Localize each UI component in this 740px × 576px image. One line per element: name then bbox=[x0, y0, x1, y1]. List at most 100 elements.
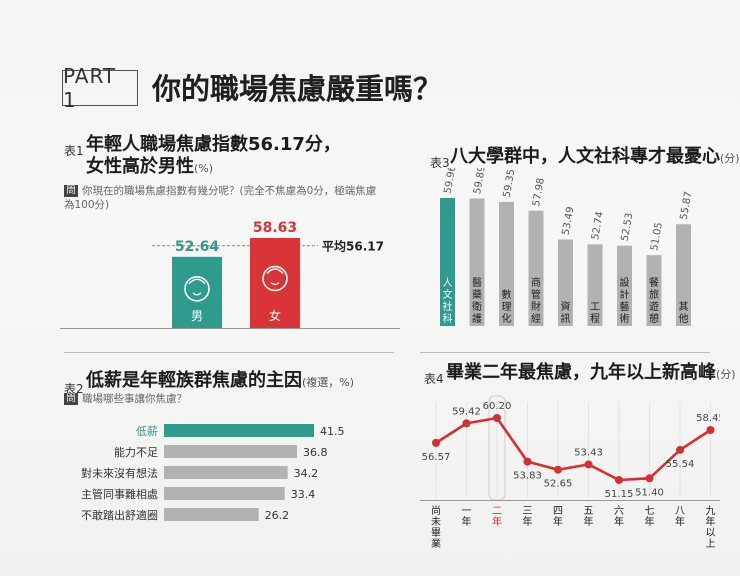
hair-icon bbox=[188, 278, 206, 285]
chart4-svg: 56.57 尚未畢業 59.42 一年 60.20 二年 53.83 三年 52.65 四年 53.… bbox=[420, 395, 720, 550]
divider bbox=[420, 352, 710, 353]
chart4-category-label: 六年 bbox=[614, 505, 624, 528]
chart3-bar bbox=[646, 255, 662, 326]
chart3-heading: 表3 bbox=[430, 152, 450, 171]
chart3-category-label: 設計藝術 bbox=[620, 276, 630, 325]
chart2-bar bbox=[164, 424, 314, 437]
chart1-question: 問你現在的職場焦慮指數有幾分呢？(完全不焦慮為0分，極端焦慮為100分) bbox=[64, 184, 384, 212]
chart1-value-label: 58.63 bbox=[253, 220, 297, 236]
chart2-bar bbox=[164, 445, 298, 458]
chart3-category-label: 商管財經 bbox=[531, 276, 541, 325]
chart1-question-text: 你現在的職場焦慮指數有幾分呢？(完全不焦慮為0分，極端焦慮為100分) bbox=[64, 185, 377, 211]
chart2-value-label: 41.5 bbox=[320, 425, 345, 438]
chart3-category-label: 餐旅遊憩 bbox=[649, 276, 659, 325]
chart4-line bbox=[435, 416, 712, 482]
chart2-category-label: 低薪 bbox=[136, 425, 158, 438]
chart4-value-label: 58.45 bbox=[696, 413, 720, 424]
chart3-svg: 59.96 人文社科 59.89 醫藥衛護 59.35 數理化 57.98 商管財經 53.49… bbox=[440, 168, 695, 326]
chart4-category-label: 尚未畢業 bbox=[431, 504, 441, 550]
chart2-unit: (複選，%) bbox=[302, 376, 355, 389]
chart4-tag: 表4 bbox=[424, 372, 444, 386]
female-face-icon bbox=[262, 265, 288, 292]
chart1-unit: (%) bbox=[194, 162, 214, 175]
chart1-svg: 平均56.17 52.64 男 58.63 女 bbox=[60, 220, 400, 329]
chart3-category-label: 工程 bbox=[590, 302, 600, 325]
chart3-value-label: 51.05 bbox=[649, 222, 665, 252]
chart4-value-label: 53.83 bbox=[513, 471, 542, 482]
chart3-title: 八大學群中，人文社科專才最憂心(分) bbox=[450, 146, 740, 169]
chart2-category-label: 不敢踏出舒適圈 bbox=[81, 508, 158, 522]
chart3-category-label: 醫藥衛護 bbox=[472, 277, 482, 325]
part-label-box: PART 1 bbox=[62, 64, 138, 112]
chart4-point bbox=[462, 419, 471, 428]
chart3-value-label: 52.74 bbox=[590, 211, 606, 241]
chart4-value-label: 59.42 bbox=[452, 406, 481, 417]
chart2-category-label: 主管同事難相處 bbox=[81, 487, 158, 501]
chart2-heading: 表2 bbox=[64, 378, 84, 397]
chart4-value-label: 51.40 bbox=[635, 487, 664, 498]
chart2-tag: 表2 bbox=[64, 382, 84, 396]
chart3-bar bbox=[528, 210, 544, 326]
chart4-point bbox=[554, 465, 562, 474]
chart4-point bbox=[706, 425, 715, 434]
chart1-bar-female bbox=[250, 238, 300, 328]
chart3-category-label: 資訊 bbox=[561, 301, 571, 325]
chart1-bar-male bbox=[172, 256, 222, 328]
chart4-value-label: 51.15 bbox=[605, 489, 634, 500]
chart4-category-label: 三年 bbox=[523, 506, 533, 528]
chart2-value-label: 26.2 bbox=[265, 509, 290, 522]
chart1-title-text: 女性高於男性 bbox=[86, 156, 194, 177]
question-mark-icon: 問 bbox=[64, 185, 78, 197]
chart3-value-label: 55.87 bbox=[679, 191, 695, 221]
chart4-value-label: 53.43 bbox=[574, 447, 603, 458]
chart4-title: 畢業二年最焦慮，九年以上新高峰(分) bbox=[446, 362, 736, 385]
chart2-bar bbox=[164, 487, 285, 500]
chart3-category-label: 數理化 bbox=[502, 288, 512, 325]
chart2-bar bbox=[164, 508, 259, 521]
chart1-tag: 表1 bbox=[64, 144, 84, 158]
chart4-value-label: 52.65 bbox=[544, 479, 573, 490]
chart2-question-text: 職場哪些事讓你焦慮？ bbox=[82, 393, 187, 405]
chart4-point bbox=[584, 460, 593, 469]
chart4-heading: 表4 bbox=[424, 368, 444, 387]
chart4-category-label: 四年 bbox=[553, 506, 563, 528]
chart4-value-label: 60.20 bbox=[483, 401, 512, 412]
chart4-value-label: 55.54 bbox=[666, 459, 695, 470]
chart3-bar bbox=[440, 198, 455, 326]
chart3-category-label: 人文社科 bbox=[443, 277, 453, 325]
chart4-point bbox=[493, 414, 501, 422]
chart4-point bbox=[676, 445, 684, 454]
chart3-bar bbox=[558, 239, 573, 326]
chart4-value-label: 56.57 bbox=[422, 452, 451, 463]
chart4-category-label: 八年 bbox=[675, 506, 685, 528]
chart4-point bbox=[615, 476, 623, 484]
male-face-icon bbox=[184, 276, 210, 302]
chart2-bar bbox=[164, 466, 288, 479]
chart3-category-label: 其他 bbox=[679, 301, 689, 325]
chart4-category-label: 五年 bbox=[584, 506, 594, 528]
chart3-value-label: 59.35 bbox=[502, 168, 518, 198]
hair-icon bbox=[266, 268, 284, 274]
question-mark-icon: 問 bbox=[64, 393, 78, 405]
chart2-value-label: 36.8 bbox=[303, 446, 328, 459]
chart4-point bbox=[432, 438, 440, 447]
chart3-bar bbox=[587, 244, 603, 326]
chart3-value-label: 52.53 bbox=[620, 212, 636, 242]
chart4-title-text: 畢業二年最焦慮，九年以上新高峰 bbox=[446, 362, 716, 383]
chart1-title-line1: 年輕人職場焦慮指數56.17分， bbox=[86, 134, 341, 155]
chart1-category-label: 女 bbox=[269, 308, 281, 323]
part-label: PART 1 bbox=[63, 64, 117, 112]
smile-icon bbox=[270, 282, 280, 286]
chart2-svg: 低薪 41.5 能力不足 36.8 對未來沒有想法 34.2 主管同事難相處 33.4 不敢踏出… bbox=[81, 424, 345, 522]
chart2-category-label: 能力不足 bbox=[114, 445, 158, 459]
chart4-point bbox=[645, 474, 654, 483]
chart2-value-label: 34.2 bbox=[294, 467, 319, 480]
chart3-unit: (分) bbox=[720, 152, 740, 165]
chart3-tag: 表3 bbox=[430, 156, 450, 170]
chart4-point bbox=[523, 457, 532, 466]
chart2-value-label: 33.4 bbox=[291, 488, 316, 501]
chart1-heading: 表1 bbox=[64, 140, 84, 159]
chart4-category-label: 七年 bbox=[645, 505, 655, 528]
chart2-category-label: 對未來沒有想法 bbox=[81, 466, 158, 480]
